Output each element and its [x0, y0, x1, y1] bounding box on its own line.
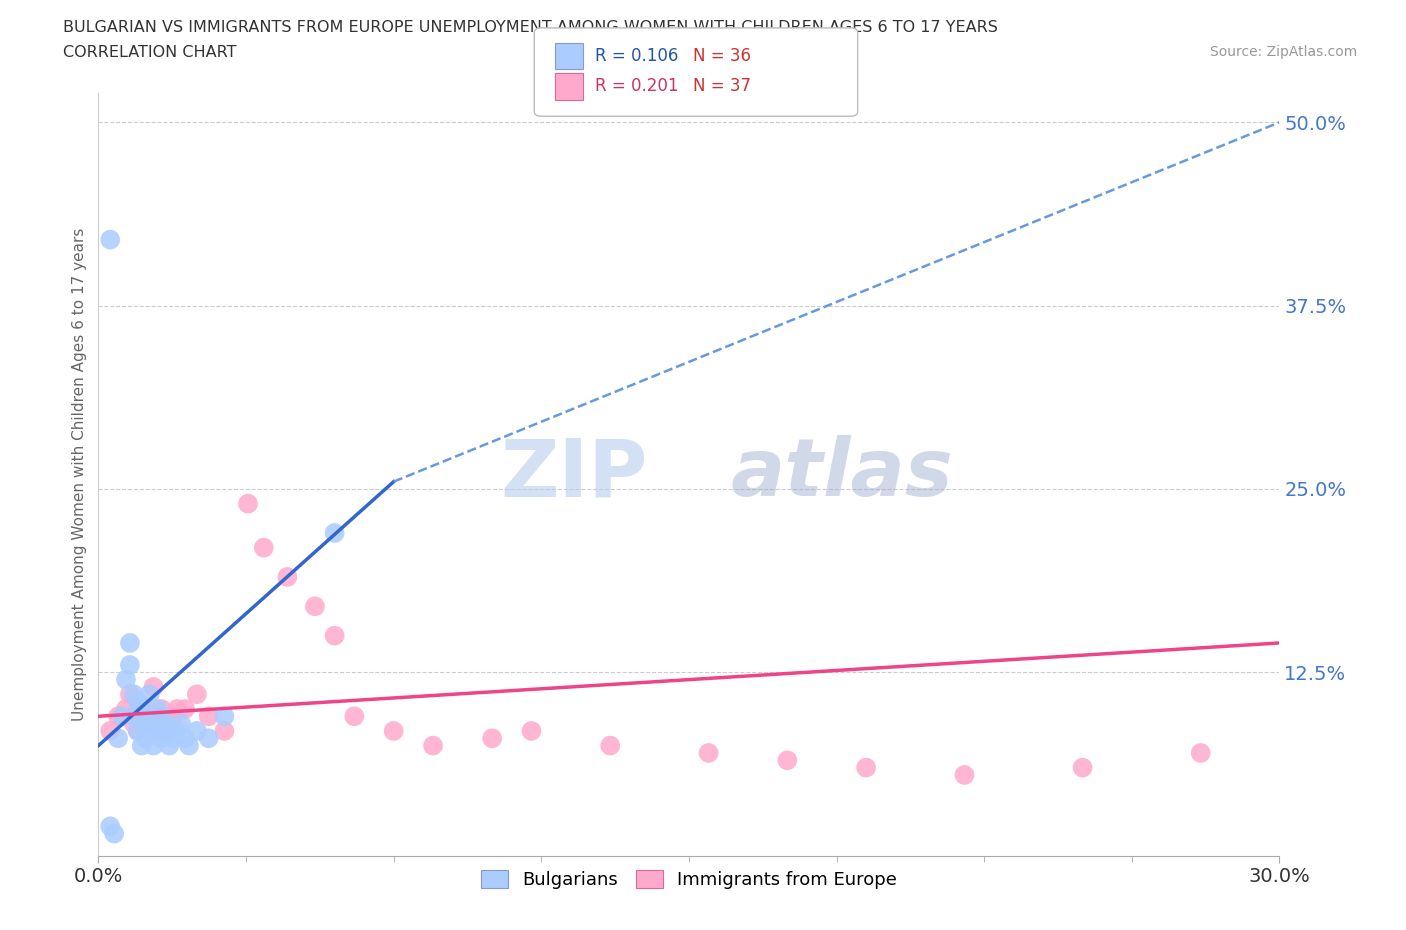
Point: [343, 709, 366, 724]
Point: [157, 724, 180, 738]
Point: [150, 701, 173, 716]
Point: [146, 724, 169, 738]
Point: [118, 658, 141, 672]
Point: [382, 724, 405, 738]
Point: [481, 731, 503, 746]
Point: [162, 731, 184, 746]
Point: [197, 731, 219, 746]
Point: [304, 599, 326, 614]
Point: [142, 724, 165, 738]
Point: [142, 738, 165, 753]
Point: [1189, 746, 1212, 761]
Point: [157, 738, 180, 753]
Text: N = 36: N = 36: [693, 46, 751, 65]
Point: [103, 826, 125, 841]
Point: [135, 701, 157, 716]
Point: [115, 672, 138, 687]
Point: [107, 709, 129, 724]
Point: [520, 724, 543, 738]
Point: [127, 724, 149, 738]
Point: [953, 767, 976, 782]
Point: [214, 724, 236, 738]
Point: [776, 753, 799, 768]
Point: [131, 709, 153, 724]
Point: [122, 716, 145, 731]
Text: R = 0.106: R = 0.106: [595, 46, 678, 65]
Point: [131, 738, 153, 753]
Point: [122, 687, 145, 702]
Point: [1071, 760, 1094, 775]
Point: [855, 760, 877, 775]
Text: atlas: atlas: [730, 435, 953, 513]
Point: [98, 232, 121, 247]
Point: [118, 687, 141, 702]
Point: [214, 709, 236, 724]
Text: R = 0.201: R = 0.201: [595, 77, 678, 96]
Point: [323, 525, 346, 540]
Point: [142, 680, 165, 695]
Point: [98, 724, 121, 738]
Point: [127, 694, 149, 709]
Point: [155, 716, 177, 731]
Point: [177, 738, 200, 753]
Text: BULGARIAN VS IMMIGRANTS FROM EUROPE UNEMPLOYMENT AMONG WOMEN WITH CHILDREN AGES : BULGARIAN VS IMMIGRANTS FROM EUROPE UNEM…: [63, 20, 998, 35]
Point: [174, 701, 197, 716]
Point: [236, 497, 259, 512]
Point: [157, 716, 180, 731]
Point: [323, 628, 346, 643]
Point: [162, 709, 184, 724]
Point: [115, 701, 138, 716]
Point: [276, 569, 298, 584]
Point: [150, 731, 173, 746]
Point: [135, 716, 157, 731]
Point: [150, 709, 173, 724]
Point: [138, 687, 160, 702]
Point: [186, 687, 208, 702]
Point: [138, 716, 160, 731]
Point: [253, 540, 276, 555]
Point: [599, 738, 621, 753]
Point: [98, 818, 121, 833]
Point: [146, 709, 169, 724]
Text: Source: ZipAtlas.com: Source: ZipAtlas.com: [1209, 45, 1357, 59]
Text: ZIP: ZIP: [501, 435, 648, 513]
Point: [122, 709, 145, 724]
Point: [174, 731, 197, 746]
Point: [107, 731, 129, 746]
Point: [166, 701, 188, 716]
Legend: Bulgarians, Immigrants from Europe: Bulgarians, Immigrants from Europe: [474, 862, 904, 897]
Point: [131, 701, 153, 716]
Point: [135, 731, 157, 746]
Y-axis label: Unemployment Among Women with Children Ages 6 to 17 years: Unemployment Among Women with Children A…: [72, 228, 87, 721]
Text: N = 37: N = 37: [693, 77, 751, 96]
Point: [697, 746, 720, 761]
Point: [170, 716, 193, 731]
Point: [127, 724, 149, 738]
Point: [118, 635, 141, 650]
Point: [166, 724, 188, 738]
Point: [146, 701, 169, 716]
Point: [186, 724, 208, 738]
Point: [138, 709, 160, 724]
Point: [197, 709, 219, 724]
Point: [155, 724, 177, 738]
Point: [422, 738, 444, 753]
Text: CORRELATION CHART: CORRELATION CHART: [63, 45, 236, 60]
Point: [111, 709, 134, 724]
